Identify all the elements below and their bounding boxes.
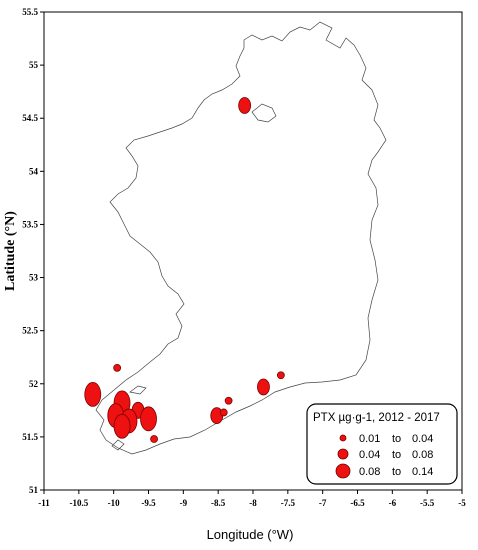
y-tick-label: 55.5: [22, 7, 38, 17]
x-tick-label: -8: [249, 498, 257, 508]
sample-points: [84, 97, 285, 443]
legend-to-word-label: to: [392, 433, 401, 445]
y-tick-label: 55: [29, 60, 39, 70]
legend-from-label: 0.08: [359, 466, 380, 478]
x-tick-label: -5.5: [420, 498, 435, 508]
legend-to-label: 0.14: [412, 466, 433, 478]
x-axis-title: Longitude (°W): [207, 527, 294, 542]
x-tick-label: -6.5: [350, 498, 365, 508]
legend-to-label: 0.08: [412, 449, 433, 461]
y-tick-label: 54.5: [22, 113, 38, 123]
legend-from-label: 0.01: [359, 433, 380, 445]
sample-point: [140, 406, 157, 432]
sample-point: [257, 378, 270, 396]
x-tick-label: -9: [180, 498, 188, 508]
legend-to-word-label: to: [392, 449, 401, 461]
x-tick-label: -7: [319, 498, 327, 508]
sample-point: [150, 435, 158, 443]
x-tick-label: -6: [389, 498, 397, 508]
sample-point: [276, 371, 285, 380]
y-axis-title: Latitude (°N): [3, 211, 18, 291]
y-tick-label: 53.5: [22, 219, 38, 229]
x-tick-label: -10.5: [69, 498, 88, 508]
legend-marker-small: [339, 434, 347, 442]
x-tick-label: -7.5: [281, 498, 296, 508]
legend-title: PTX µg·g-1, 2012 - 2017: [313, 412, 440, 424]
x-tick-label: -8.5: [211, 498, 226, 508]
x-tick-label: -5: [458, 498, 466, 508]
x-tick-label: -9.5: [141, 498, 156, 508]
y-tick-label: 54: [29, 166, 39, 176]
legend: PTX µg·g-1, 2012 - 2017 0.01 to 0.04 0.04 to…: [306, 403, 458, 485]
legend-to-label: 0.04: [412, 433, 433, 445]
sample-point: [113, 363, 122, 372]
y-tick-label: 51: [29, 485, 39, 495]
x-axis: -11 -10.5 -10 -9.5 -9 -8.5 -8 -7.5 -7 -6.5 -6 -5.5 -…: [38, 490, 466, 508]
sample-point: [238, 97, 252, 114]
sample-point: [224, 396, 233, 405]
x-tick-label: -10: [108, 498, 120, 508]
ireland-coastline: [95, 21, 387, 455]
legend-from-label: 0.04: [359, 449, 380, 461]
y-tick-label: 53: [29, 273, 39, 283]
y-tick-label: 52.5: [22, 326, 38, 336]
legend-marker-large: [335, 463, 351, 479]
y-axis: 51 51.5 52 52.5 53 53.5 54 54.5 55 55.5: [22, 7, 44, 495]
legend-to-word-label: to: [392, 466, 401, 478]
legend-marker-medium: [337, 448, 349, 460]
sample-point: [84, 381, 102, 407]
y-tick-label: 51.5: [22, 432, 38, 442]
sample-point: [113, 413, 131, 439]
y-tick-label: 52: [29, 379, 39, 389]
x-tick-label: -11: [38, 498, 50, 508]
sample-point: [219, 408, 228, 417]
